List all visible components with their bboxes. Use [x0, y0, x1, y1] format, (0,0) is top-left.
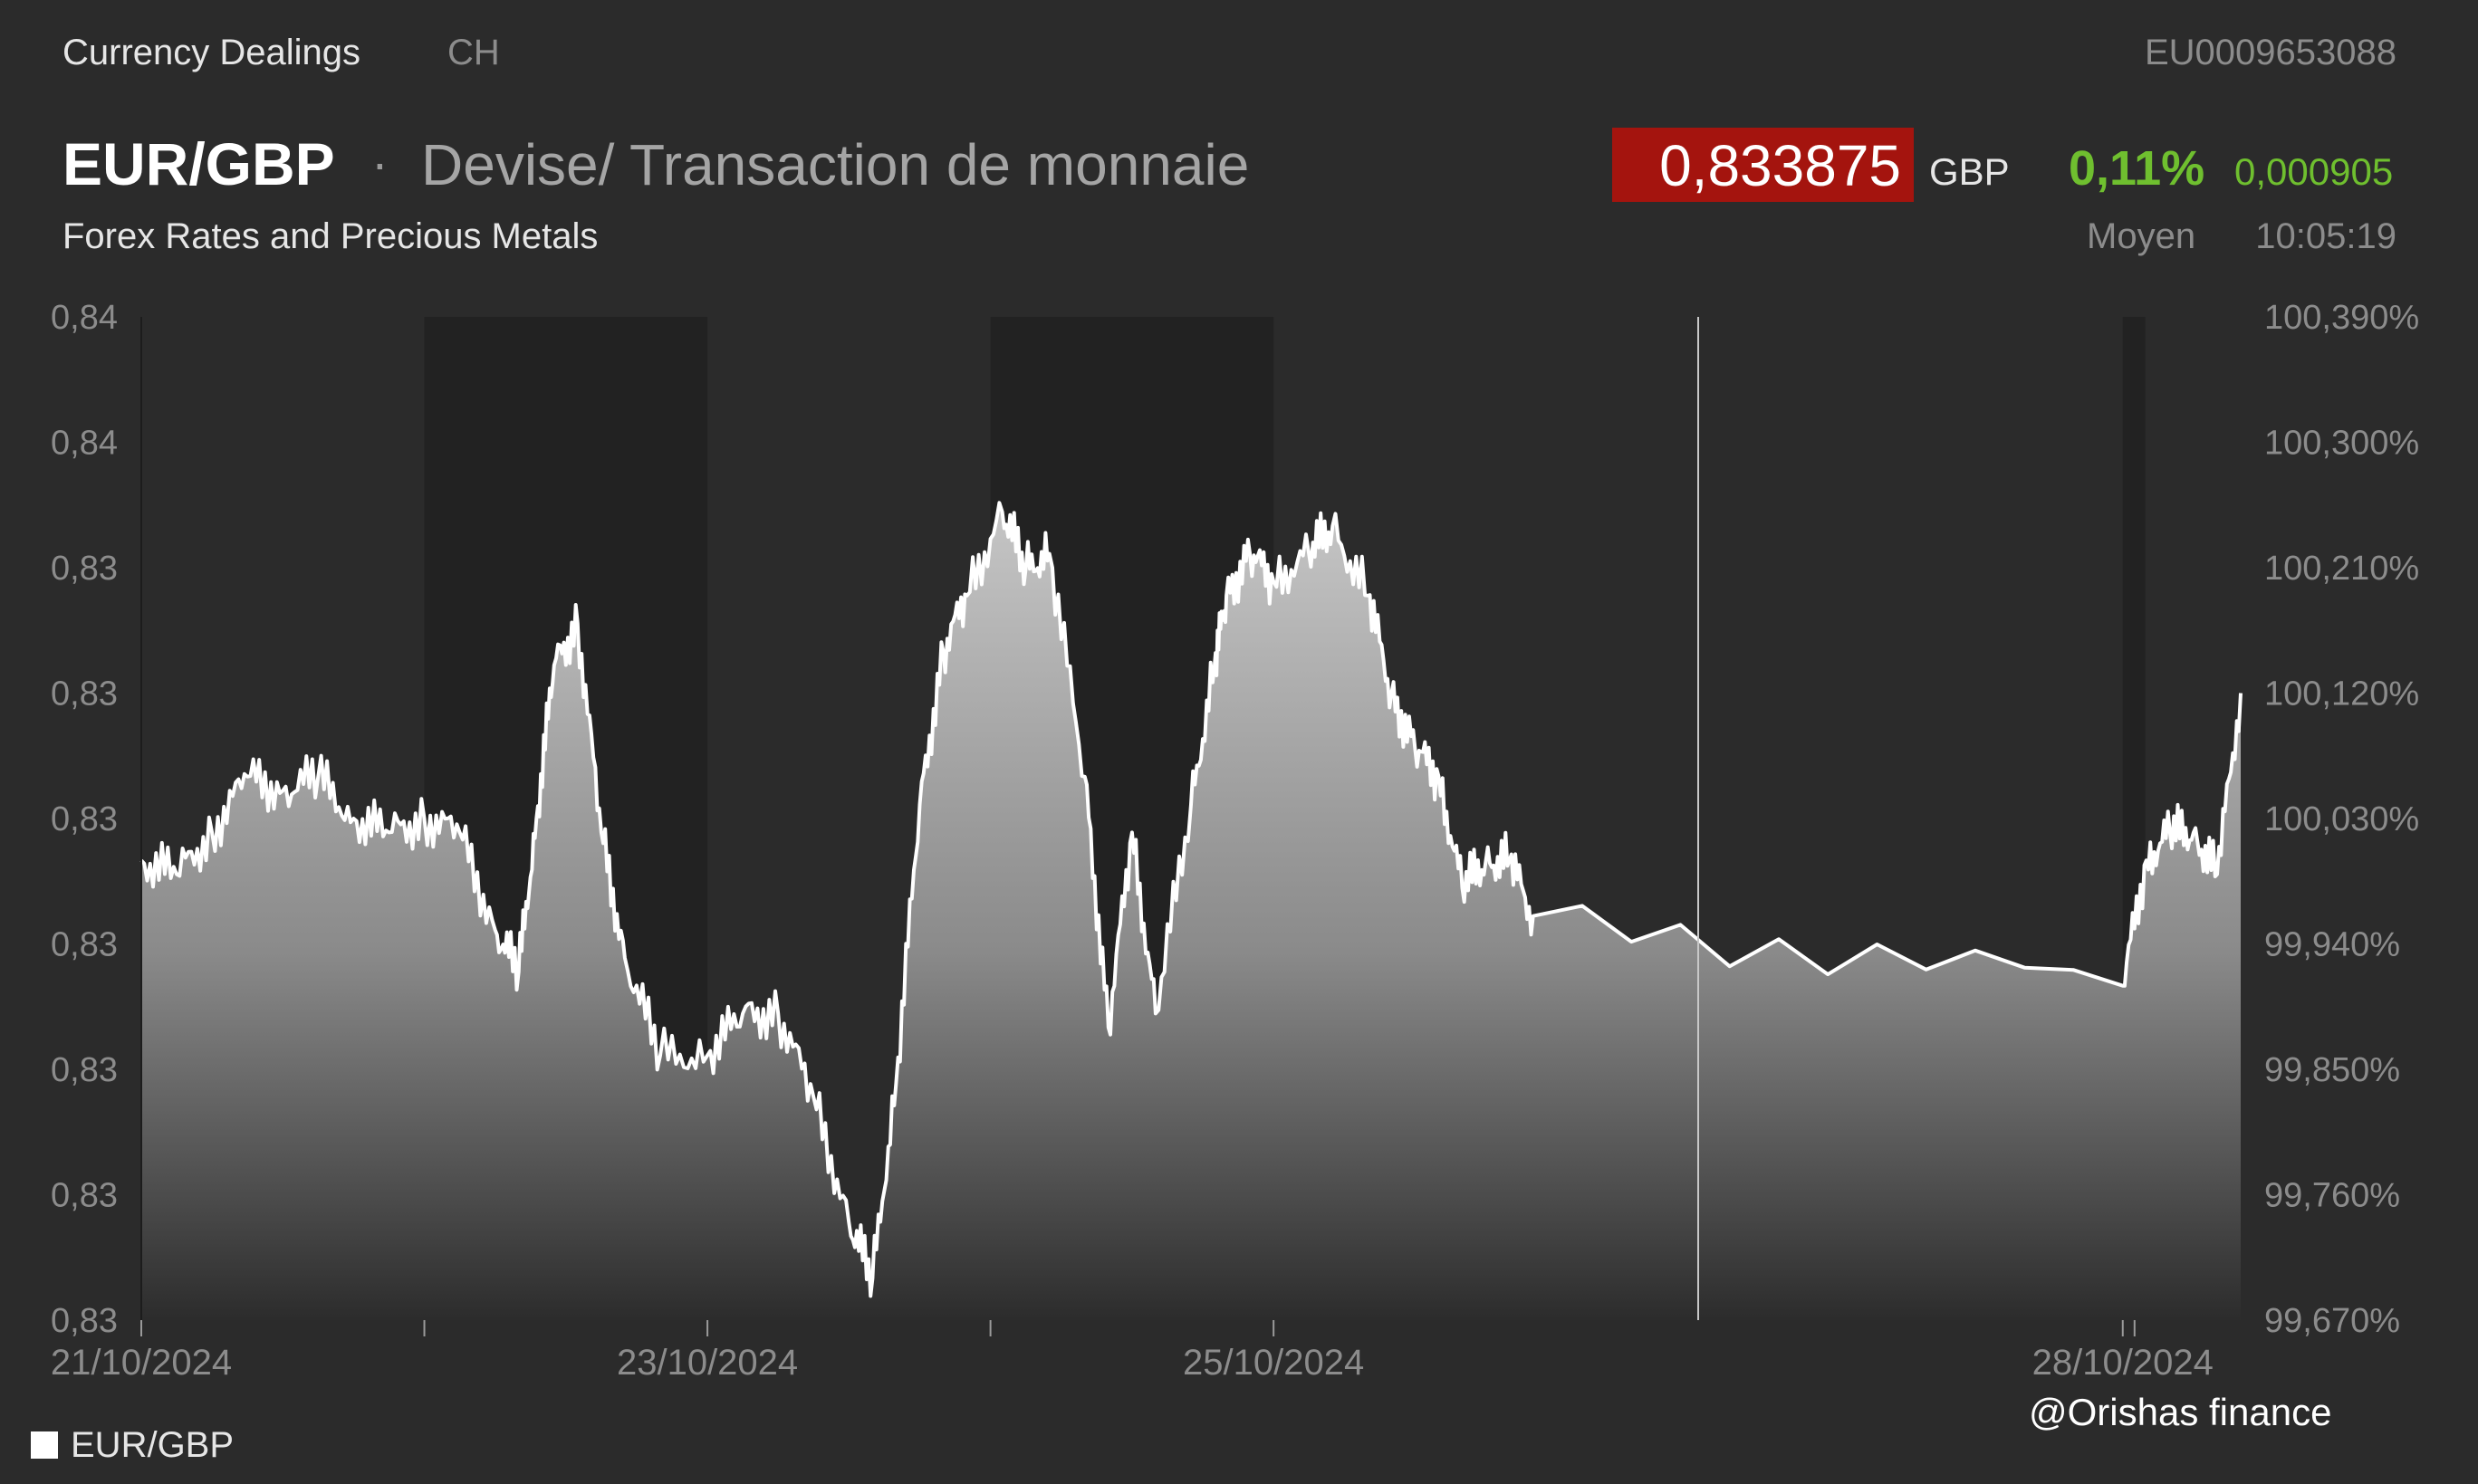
instrument-title: EUR/GBP — [62, 130, 335, 197]
change-percent: 0,11% — [2069, 141, 2205, 196]
instrument-subtitle: Forex Rates and Precious Metals — [62, 216, 599, 256]
price-type: Moyen — [2087, 216, 2196, 256]
y-right-tick-label: 99,850% — [2264, 1051, 2400, 1089]
y-left-tick-label: 0,84 — [51, 299, 118, 337]
isin-code: EU0009653088 — [2144, 33, 2396, 72]
quote-time: 10:05:19 — [2255, 216, 2396, 256]
y-right-tick-label: 99,760% — [2264, 1177, 2400, 1215]
change-absolute: 0,000905 — [2234, 150, 2394, 193]
y-left-tick-label: 0,83 — [51, 550, 118, 588]
y-left-tick-label: 0,83 — [51, 800, 118, 838]
y-left-tick-label: 0,83 — [51, 926, 118, 964]
price-area — [141, 503, 2241, 1320]
x-tick-label: 28/10/2024 — [2032, 1343, 2214, 1383]
x-tick-label: 21/10/2024 — [51, 1343, 232, 1383]
y-right-tick-label: 100,030% — [2264, 800, 2419, 838]
price-currency: GBP — [1929, 150, 2010, 193]
title-separator: · — [371, 134, 389, 191]
legend-label[interactable]: EUR/GBP — [71, 1425, 235, 1465]
y-right-tick-label: 100,120% — [2264, 675, 2419, 713]
y-left-tick-label: 0,84 — [51, 425, 118, 463]
x-tick-label: 25/10/2024 — [1183, 1343, 1364, 1383]
y-left-tick-label: 0,83 — [51, 1177, 118, 1215]
y-right-tick-label: 99,940% — [2264, 926, 2400, 964]
x-tick-label: 23/10/2024 — [617, 1343, 798, 1383]
y-left-tick-label: 0,83 — [51, 1302, 118, 1340]
legend-swatch — [31, 1431, 58, 1459]
price-badge — [1612, 128, 1914, 202]
exchange-name: Currency Dealings — [62, 33, 361, 72]
y-left-tick-label: 0,83 — [51, 1051, 118, 1089]
price-line — [139, 501, 2243, 1298]
watermark: @Orishas finance — [2029, 1391, 2332, 1433]
country-code: CH — [447, 33, 500, 72]
instrument-description: Devise/ Transaction de monnaie — [421, 132, 1250, 197]
y-right-tick-label: 99,670% — [2264, 1302, 2400, 1340]
price-value: 0,833875 — [1659, 133, 1901, 198]
y-right-tick-label: 100,300% — [2264, 425, 2419, 463]
y-right-tick-label: 100,390% — [2264, 299, 2419, 337]
y-left-tick-label: 0,83 — [51, 675, 118, 713]
y-right-tick-label: 100,210% — [2264, 550, 2419, 588]
